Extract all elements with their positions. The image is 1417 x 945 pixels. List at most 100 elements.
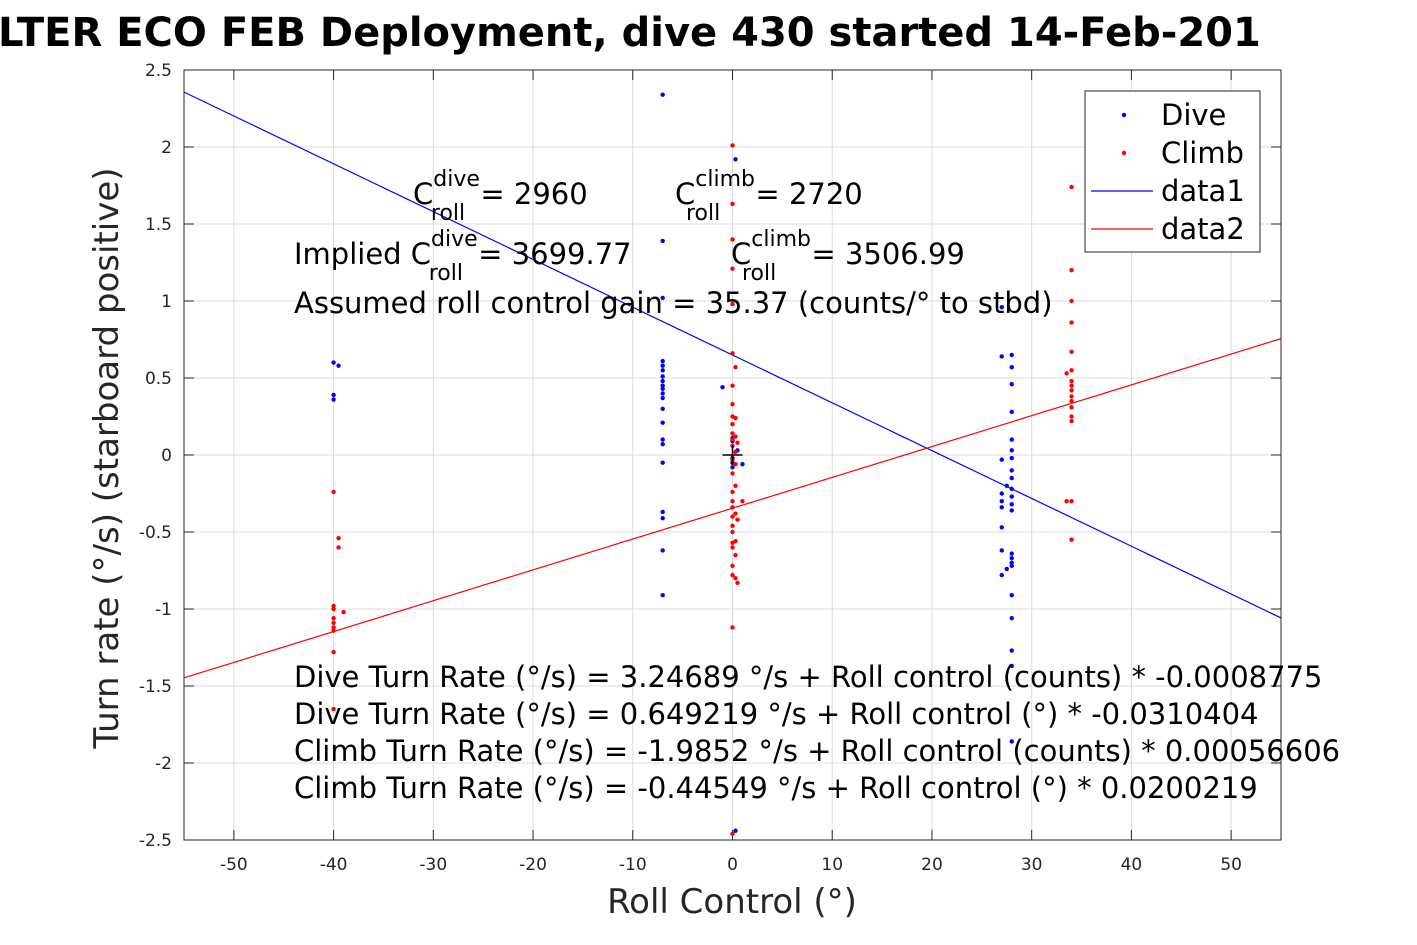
- climb-point: [331, 649, 336, 655]
- x-tick-label: 0: [727, 855, 738, 875]
- climb-point: [331, 620, 336, 626]
- dive-point: [660, 383, 665, 388]
- chart-title: LTER ECO FEB Deployment, dive 430 starte…: [0, 10, 1261, 56]
- dive-point: [740, 462, 745, 467]
- climb-point: [733, 449, 738, 455]
- y-axis-label: Turn rate (°/s) (starboard positive): [87, 167, 127, 749]
- dive-point: [1009, 648, 1014, 653]
- cdive-roll-annotation: Cdive roll = 2960: [413, 167, 588, 226]
- legend-point-swatch: [1121, 112, 1127, 118]
- origin-markers: [722, 445, 743, 465]
- climb-point: [730, 499, 735, 504]
- dive-point: [1009, 494, 1014, 499]
- dive-point: [660, 460, 665, 465]
- dive-point: [660, 238, 665, 244]
- dive-point: [999, 505, 1004, 510]
- climb-point: [331, 606, 336, 612]
- climb-point: [730, 351, 735, 356]
- climb-point: [331, 706, 336, 712]
- legend-point-swatch: [1121, 150, 1127, 156]
- climb-point: [1069, 418, 1074, 424]
- dive-point: [1009, 739, 1014, 744]
- data-points: [331, 92, 1074, 837]
- x-tick-label: 20: [921, 855, 943, 875]
- dive-point: [331, 360, 336, 365]
- climb-point: [331, 603, 336, 609]
- climb-counts-equation: Climb Turn Rate (°/s) = -1.9852 °/s + Ro…: [294, 734, 1340, 768]
- climb-point: [1064, 499, 1069, 504]
- dive-degrees-equation: Dive Turn Rate (°/s) = 0.649219 °/s + Ro…: [294, 697, 1259, 731]
- dive-point: [999, 548, 1004, 553]
- climb-point: [331, 625, 336, 630]
- dive-point: [999, 491, 1004, 496]
- dive-point: [1009, 592, 1014, 598]
- climb-point: [733, 552, 738, 558]
- dive-point: [660, 442, 665, 447]
- dive-point: [660, 509, 665, 515]
- climb-point: [1069, 414, 1074, 419]
- dive-point: [1009, 486, 1014, 492]
- climb-point: [730, 301, 735, 307]
- legend-item-data1: data1: [1091, 174, 1245, 208]
- dive-point: [660, 437, 665, 442]
- climb-point: [733, 462, 738, 467]
- dive-point: [1009, 455, 1014, 461]
- dive-point: [660, 592, 665, 598]
- dive-point: [660, 295, 665, 301]
- legend-label: Dive: [1161, 98, 1226, 132]
- climb-point: [1069, 184, 1074, 190]
- implied-climb-annotation: Cclimb roll = 3506.99: [731, 227, 965, 286]
- climb-point: [735, 440, 740, 445]
- dive-point: [1009, 475, 1014, 481]
- legend-item-dive: Dive: [1121, 98, 1226, 132]
- y-tick-label: 0.5: [145, 369, 172, 389]
- climb-point: [730, 431, 735, 436]
- dive-point: [1009, 616, 1014, 621]
- climb-point: [730, 514, 735, 519]
- legend: Dive Climb data1 data2: [1084, 90, 1261, 253]
- climb-point: [735, 517, 740, 522]
- climb-point: [331, 489, 336, 495]
- legend-label: data2: [1161, 212, 1245, 246]
- climb-point: [1069, 405, 1074, 410]
- dive-point: [660, 395, 665, 401]
- x-tick-label: 50: [1220, 855, 1242, 875]
- x-axis-label: Roll Control (°): [607, 882, 857, 922]
- x-tick-label: -30: [419, 855, 447, 875]
- climb-point: [735, 580, 740, 586]
- x-tick-label: 10: [821, 855, 843, 875]
- climb-point: [730, 237, 735, 242]
- climb-point: [1069, 537, 1074, 542]
- y-tick-label: -0.5: [139, 523, 172, 543]
- gain-annotation: Assumed roll control gain = 35.37 (count…: [294, 286, 1053, 320]
- dive-point: [733, 828, 738, 833]
- climb-point: [1064, 371, 1069, 376]
- climb-point: [1069, 383, 1074, 388]
- dive-point: [999, 572, 1004, 578]
- dive-point: [999, 354, 1004, 359]
- implied-dive-annotation: Implied Cdive roll = 3699.77: [294, 227, 632, 286]
- legend-box: [1084, 90, 1261, 253]
- dive-point: [660, 406, 665, 411]
- x-tick-labels: -50 -40 -30 -20 -10 0 10 20 30 40 50: [220, 855, 1242, 875]
- dive-point: [1009, 663, 1014, 669]
- climb-point: [1069, 394, 1074, 399]
- climb-point: [1069, 368, 1074, 373]
- dive-point: [1009, 468, 1014, 473]
- dive-point: [1009, 365, 1014, 370]
- climb-point: [733, 511, 738, 516]
- y-tick-label: 1.5: [145, 215, 172, 235]
- climb-point: [730, 437, 735, 442]
- origin-plus-marker: [722, 445, 743, 465]
- dive-point: [1009, 437, 1014, 442]
- dive-point: [999, 304, 1004, 310]
- cclimb-roll-annotation: Cclimb roll = 2720: [675, 167, 863, 226]
- y-tick-label: 0: [161, 446, 172, 466]
- climb-point: [733, 415, 738, 421]
- climb-point: [730, 471, 735, 476]
- dive-point: [660, 368, 665, 373]
- climb-point: [733, 576, 738, 581]
- y-tick-label: 2: [161, 138, 172, 158]
- dive-counts-equation: Dive Turn Rate (°/s) = 3.24689 °/s + Rol…: [294, 660, 1322, 694]
- dive-point: [660, 374, 665, 379]
